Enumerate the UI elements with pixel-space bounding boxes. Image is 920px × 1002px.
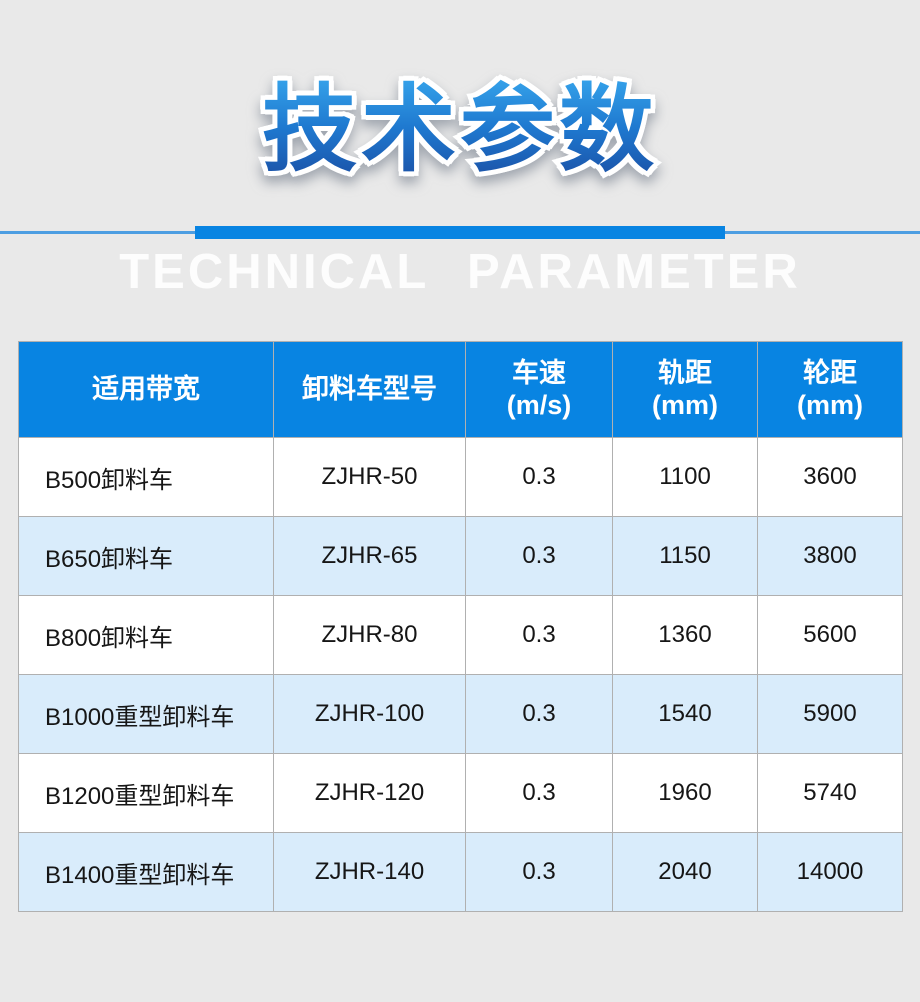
col-header-label: 轮距: [803, 358, 857, 389]
spec-table: 适用带宽 卸料车型号 车速 (m/s) 轨距 (mm) 轮距 (mm) B500卸料车…: [18, 341, 903, 912]
table-row: B650卸料车 ZJHR-65 0.3 1150 3800: [18, 516, 903, 596]
cell-gauge: 1150: [612, 516, 758, 596]
spec-table-body: B500卸料车 ZJHR-50 0.3 1100 3600 B650卸料车 ZJ…: [18, 437, 903, 912]
cell-bandwidth: B1400重型卸料车: [18, 832, 274, 912]
cell-model: ZJHR-120: [273, 753, 466, 833]
cell-bandwidth: B1200重型卸料车: [18, 753, 274, 833]
cell-speed: 0.3: [465, 832, 613, 912]
cell-gauge: 2040: [612, 832, 758, 912]
table-row: B1400重型卸料车 ZJHR-140 0.3 2040 14000: [18, 832, 903, 912]
cell-gauge: 1100: [612, 437, 758, 517]
col-header-unit: (m/s): [506, 389, 572, 420]
table-row: B1000重型卸料车 ZJHR-100 0.3 1540 5900: [18, 674, 903, 754]
divider-thick-bar: [195, 226, 725, 239]
cell-bandwidth: B650卸料车: [18, 516, 274, 596]
col-header-unit: (mm): [797, 389, 863, 420]
col-header-wheelbase: 轮距 (mm): [757, 341, 903, 438]
cell-gauge: 1360: [612, 595, 758, 675]
cell-gauge: 1960: [612, 753, 758, 833]
col-header-gauge: 轨距 (mm): [612, 341, 758, 438]
col-header-unit: (mm): [652, 389, 718, 420]
cell-bandwidth: B1000重型卸料车: [18, 674, 274, 754]
cell-wheelbase: 3600: [757, 437, 903, 517]
page-title-wrap: 技术参数 技术参数: [0, 74, 920, 198]
cell-wheelbase: 3800: [757, 516, 903, 596]
page-title: 技术参数: [0, 78, 920, 183]
cell-speed: 0.3: [465, 674, 613, 754]
cell-wheelbase: 5900: [757, 674, 903, 754]
page-title-outline: 技术参数: [0, 74, 920, 187]
col-header-speed: 车速 (m/s): [465, 341, 613, 438]
cell-bandwidth: B800卸料车: [18, 595, 274, 675]
cell-model: ZJHR-65: [273, 516, 466, 596]
cell-bandwidth: B500卸料车: [18, 437, 274, 517]
divider: [0, 225, 920, 240]
cell-speed: 0.3: [465, 516, 613, 596]
col-header-model: 卸料车型号: [273, 341, 466, 438]
table-row: B500卸料车 ZJHR-50 0.3 1100 3600: [18, 437, 903, 517]
cell-model: ZJHR-50: [273, 437, 466, 517]
cell-wheelbase: 5600: [757, 595, 903, 675]
cell-model: ZJHR-100: [273, 674, 466, 754]
page-subtitle: TECHNICAL PARAMETER: [119, 245, 801, 299]
cell-speed: 0.3: [465, 595, 613, 675]
header-row: 适用带宽 卸料车型号 车速 (m/s) 轨距 (mm) 轮距 (mm): [18, 341, 903, 438]
cell-model: ZJHR-140: [273, 832, 466, 912]
cell-speed: 0.3: [465, 437, 613, 517]
table-row: B1200重型卸料车 ZJHR-120 0.3 1960 5740: [18, 753, 903, 833]
cell-speed: 0.3: [465, 753, 613, 833]
cell-wheelbase: 14000: [757, 832, 903, 912]
cell-model: ZJHR-80: [273, 595, 466, 675]
col-header-label: 车速: [512, 358, 566, 389]
cell-gauge: 1540: [612, 674, 758, 754]
col-header-bandwidth: 适用带宽: [18, 341, 274, 438]
col-header-label: 适用带宽: [92, 373, 200, 404]
cell-wheelbase: 5740: [757, 753, 903, 833]
col-header-label: 卸料车型号: [302, 373, 437, 404]
col-header-label: 轨距: [658, 358, 712, 389]
spec-table-header: 适用带宽 卸料车型号 车速 (m/s) 轨距 (mm) 轮距 (mm): [18, 341, 903, 438]
table-row: B800卸料车 ZJHR-80 0.3 1360 5600: [18, 595, 903, 675]
